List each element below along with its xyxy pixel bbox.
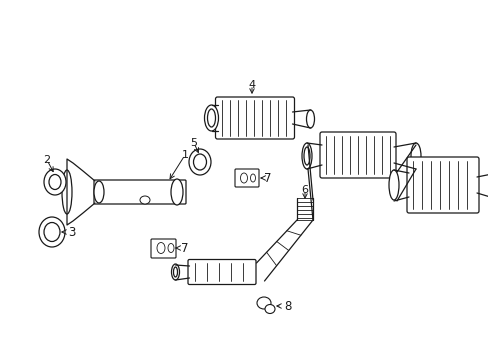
Ellipse shape xyxy=(44,169,66,195)
Ellipse shape xyxy=(62,170,72,214)
Ellipse shape xyxy=(44,222,60,242)
Ellipse shape xyxy=(189,149,210,175)
FancyBboxPatch shape xyxy=(215,97,294,139)
FancyBboxPatch shape xyxy=(235,169,259,187)
Ellipse shape xyxy=(204,105,218,131)
Ellipse shape xyxy=(207,109,215,127)
Ellipse shape xyxy=(49,175,61,189)
Text: 4: 4 xyxy=(248,80,255,90)
Text: 5: 5 xyxy=(190,138,197,148)
Text: 7: 7 xyxy=(181,242,188,255)
Text: 3: 3 xyxy=(68,225,76,239)
Ellipse shape xyxy=(302,143,311,169)
Ellipse shape xyxy=(39,217,65,247)
Ellipse shape xyxy=(257,297,270,309)
Ellipse shape xyxy=(140,196,150,204)
Ellipse shape xyxy=(304,147,309,165)
Ellipse shape xyxy=(171,264,179,280)
Ellipse shape xyxy=(388,170,398,200)
Ellipse shape xyxy=(173,267,177,277)
Ellipse shape xyxy=(240,173,247,183)
Text: 1: 1 xyxy=(181,150,188,160)
Ellipse shape xyxy=(193,154,206,170)
Text: 6: 6 xyxy=(301,185,308,195)
Text: 2: 2 xyxy=(43,155,50,165)
FancyBboxPatch shape xyxy=(94,180,185,204)
Ellipse shape xyxy=(168,243,174,252)
Ellipse shape xyxy=(264,305,274,314)
FancyBboxPatch shape xyxy=(151,239,176,258)
Ellipse shape xyxy=(94,181,104,203)
FancyBboxPatch shape xyxy=(406,157,478,213)
FancyBboxPatch shape xyxy=(187,260,256,284)
FancyBboxPatch shape xyxy=(319,132,395,178)
Ellipse shape xyxy=(171,179,183,205)
Ellipse shape xyxy=(410,143,420,169)
Text: 8: 8 xyxy=(284,300,291,312)
Ellipse shape xyxy=(306,110,314,128)
Ellipse shape xyxy=(250,174,255,182)
Text: 7: 7 xyxy=(264,171,271,185)
Ellipse shape xyxy=(157,243,164,253)
